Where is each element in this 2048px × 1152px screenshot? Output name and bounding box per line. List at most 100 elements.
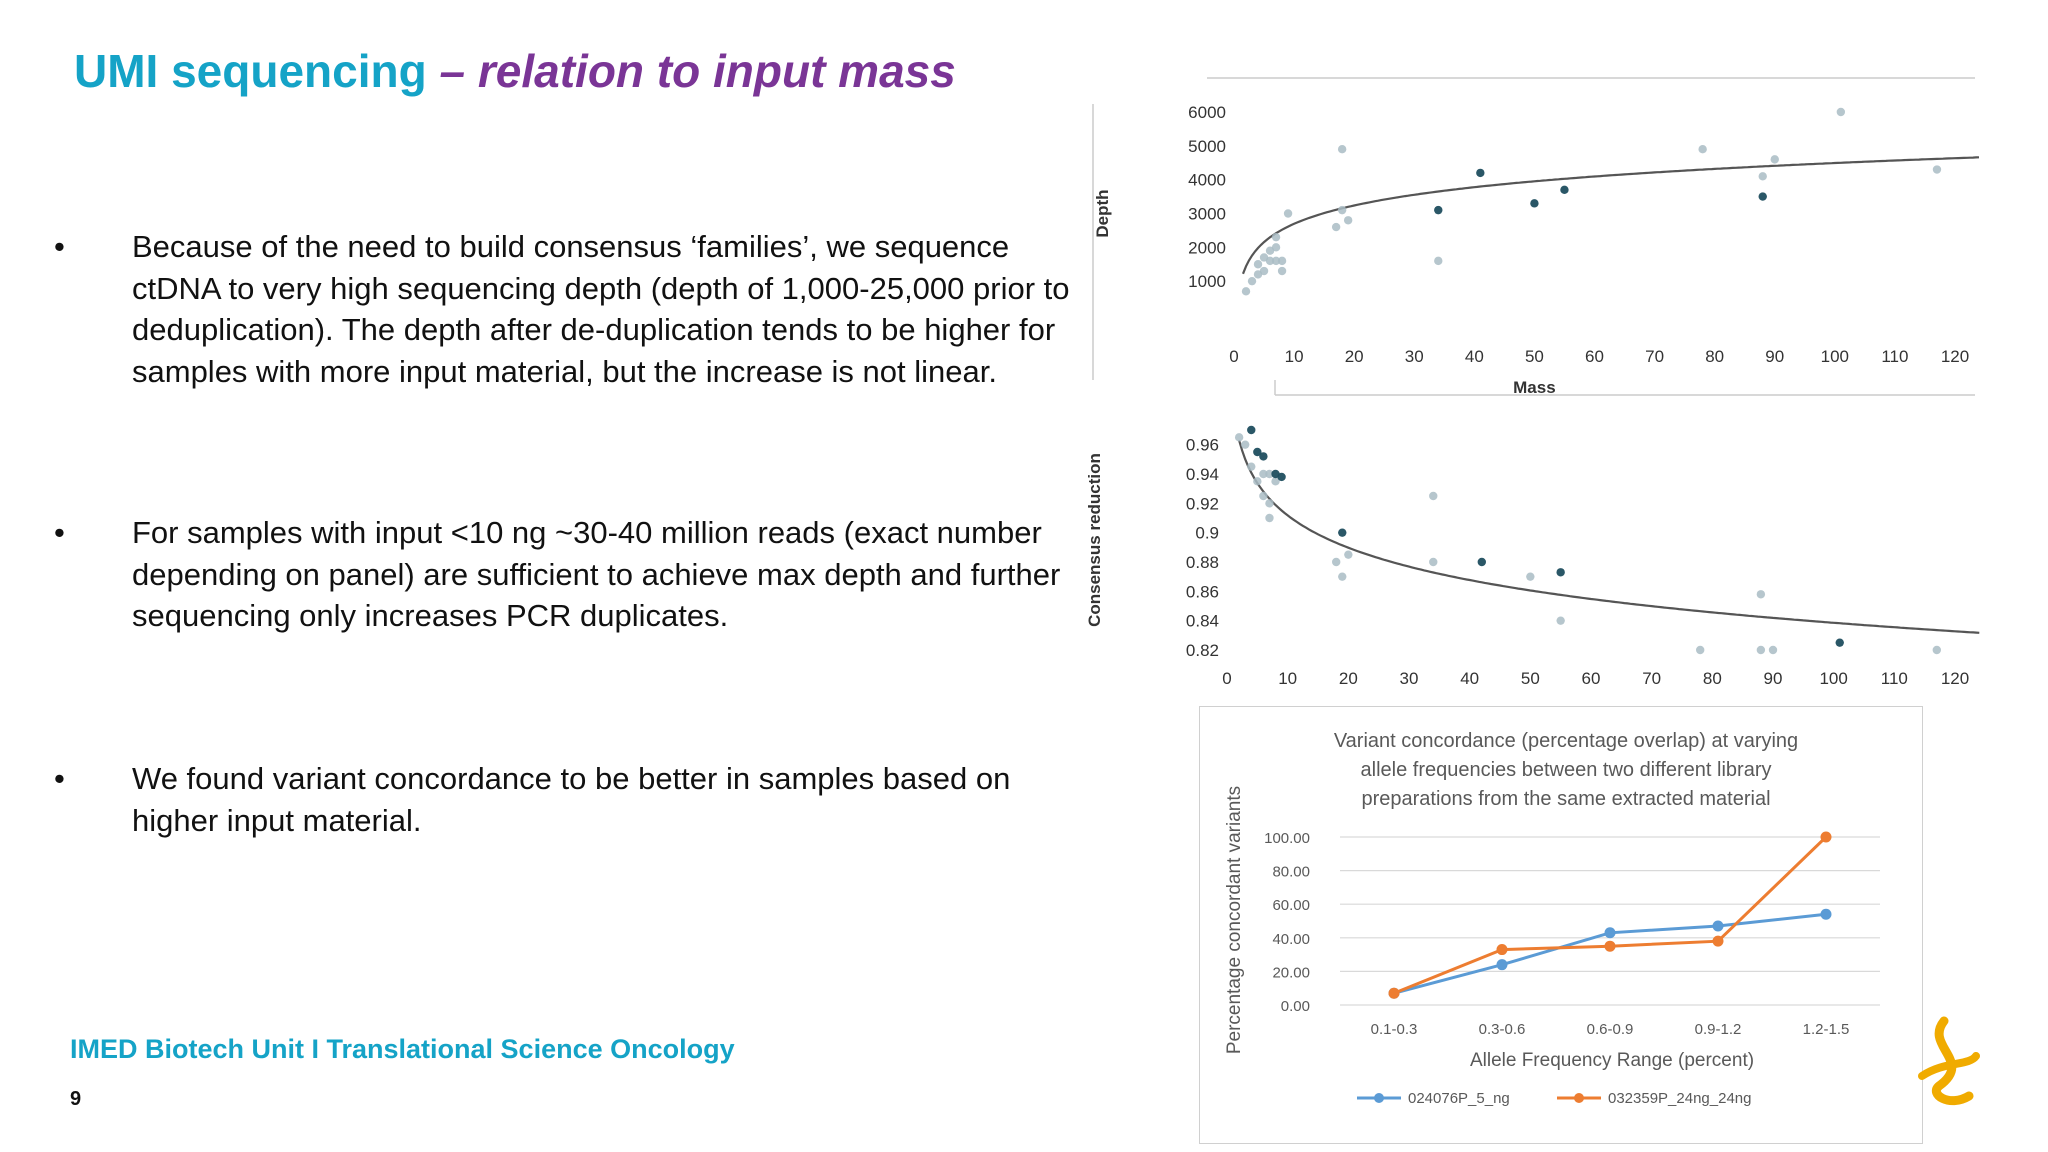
- data-point: [1265, 513, 1274, 523]
- data-point: [1247, 425, 1256, 435]
- data-point: [1556, 616, 1565, 625]
- y-tick-label: 0.88: [1186, 553, 1219, 572]
- x-tick-label: 80: [1703, 669, 1722, 688]
- data-point: [1768, 645, 1778, 655]
- data-point: [1770, 155, 1779, 164]
- x-tick-label: 120: [1941, 347, 1969, 366]
- data-point: [1332, 557, 1341, 567]
- data-point: [1556, 568, 1565, 577]
- x-tick-label: 110: [1881, 347, 1908, 366]
- data-point: [1756, 645, 1766, 655]
- y-tick-label: 0.9: [1195, 524, 1219, 543]
- data-point: [1338, 572, 1347, 581]
- bullet-text: We found variant concordance to be bette…: [132, 761, 1011, 838]
- data-point: [1337, 145, 1347, 154]
- y-tick-label: 6000: [1188, 103, 1226, 122]
- data-point: [1259, 491, 1268, 501]
- data-point: [1241, 440, 1250, 449]
- title-main: UMI sequencing: [74, 45, 427, 97]
- x-tick-label: 50: [1525, 347, 1544, 366]
- title-dash: –: [426, 45, 478, 97]
- x-tick-label: 20: [1345, 347, 1364, 366]
- bullet-dot: •: [54, 515, 65, 550]
- data-point: [1835, 638, 1844, 647]
- trend-line: [1238, 439, 1980, 634]
- x-axis-label: Mass: [1513, 378, 1556, 397]
- x-tick-label: 110: [1881, 669, 1908, 688]
- data-point: [1259, 266, 1269, 276]
- x-tick-label: 30: [1405, 347, 1424, 366]
- x-tick-label: 40: [1460, 669, 1479, 688]
- data-point: [1241, 287, 1251, 296]
- data-point: [1434, 256, 1443, 266]
- data-point: [1429, 491, 1438, 501]
- data-point: [1331, 222, 1341, 232]
- data-point: [1265, 246, 1275, 255]
- data-point: [1271, 469, 1280, 479]
- x-tick-label: 40: [1465, 347, 1484, 366]
- data-point: [1271, 243, 1281, 252]
- x-tick-label: 60: [1582, 669, 1601, 688]
- data-point: [1265, 256, 1275, 266]
- x-tick-label: 20: [1339, 669, 1358, 688]
- data-point: [1560, 185, 1569, 195]
- data-point: [1253, 447, 1262, 457]
- data-point: [1253, 270, 1263, 279]
- y-tick-label: 2000: [1188, 238, 1226, 257]
- x-tick-label: 90: [1764, 669, 1783, 688]
- data-point: [1247, 462, 1256, 471]
- astrazeneca-logo: [1918, 1016, 1980, 1106]
- data-point: [1265, 499, 1274, 508]
- x-tick-label: 120: [1941, 669, 1969, 688]
- data-point: [1698, 145, 1707, 154]
- data-point: [1344, 550, 1353, 559]
- data-point: [1477, 557, 1487, 567]
- y-tick-label: 0.94: [1186, 465, 1219, 484]
- data-point: [1434, 205, 1443, 215]
- data-point: [1758, 172, 1767, 181]
- x-tick-label: 90: [1765, 347, 1784, 366]
- y-tick-label: 5000: [1188, 137, 1226, 156]
- data-point: [1271, 477, 1280, 486]
- y-tick-label: 0.82: [1186, 641, 1219, 660]
- data-point: [1283, 209, 1293, 218]
- data-point: [1253, 477, 1262, 486]
- slide-title: UMI sequencing – relation to input mass: [74, 44, 956, 98]
- bullet-text: Because of the need to build consensus ‘…: [132, 229, 1070, 389]
- data-point: [1756, 590, 1766, 599]
- data-point: [1337, 205, 1347, 215]
- bullet-item: • For samples with input <10 ng ~30-40 m…: [48, 512, 1102, 637]
- data-point: [1277, 256, 1287, 266]
- x-tick-label: 50: [1521, 669, 1540, 688]
- x-tick-label: 30: [1400, 669, 1419, 688]
- x-tick-label: 10: [1278, 669, 1297, 688]
- y-tick-label: 0.96: [1186, 436, 1219, 455]
- data-point: [1932, 165, 1942, 174]
- y-tick-label: 1000: [1188, 272, 1226, 291]
- data-point: [1271, 256, 1281, 266]
- data-point: [1247, 276, 1257, 286]
- bullet-text: For samples with input <10 ng ~30-40 mil…: [132, 515, 1061, 633]
- data-point: [1259, 253, 1269, 262]
- x-tick-label: 0: [1222, 669, 1231, 688]
- page-number: 9: [70, 1088, 82, 1110]
- data-point: [1271, 232, 1281, 242]
- data-point: [1530, 199, 1539, 208]
- x-tick-label: 60: [1585, 347, 1604, 366]
- data-point: [1343, 216, 1353, 225]
- data-point: [1696, 645, 1705, 655]
- y-tick-label: 0.86: [1186, 582, 1219, 601]
- x-tick-label: 70: [1645, 347, 1664, 366]
- bullet-dot: •: [54, 761, 65, 796]
- concordance-chart-frame: [1199, 706, 1923, 1144]
- x-tick-label: 10: [1285, 347, 1304, 366]
- data-point: [1265, 469, 1274, 479]
- bullet-dot: •: [54, 229, 65, 264]
- data-point: [1277, 472, 1286, 482]
- data-point: [1253, 260, 1263, 269]
- title-sub: relation to input mass: [477, 45, 956, 97]
- x-tick-label: 70: [1642, 669, 1661, 688]
- x-tick-label: 80: [1705, 347, 1724, 366]
- data-point: [1338, 528, 1347, 537]
- data-point: [1476, 168, 1485, 178]
